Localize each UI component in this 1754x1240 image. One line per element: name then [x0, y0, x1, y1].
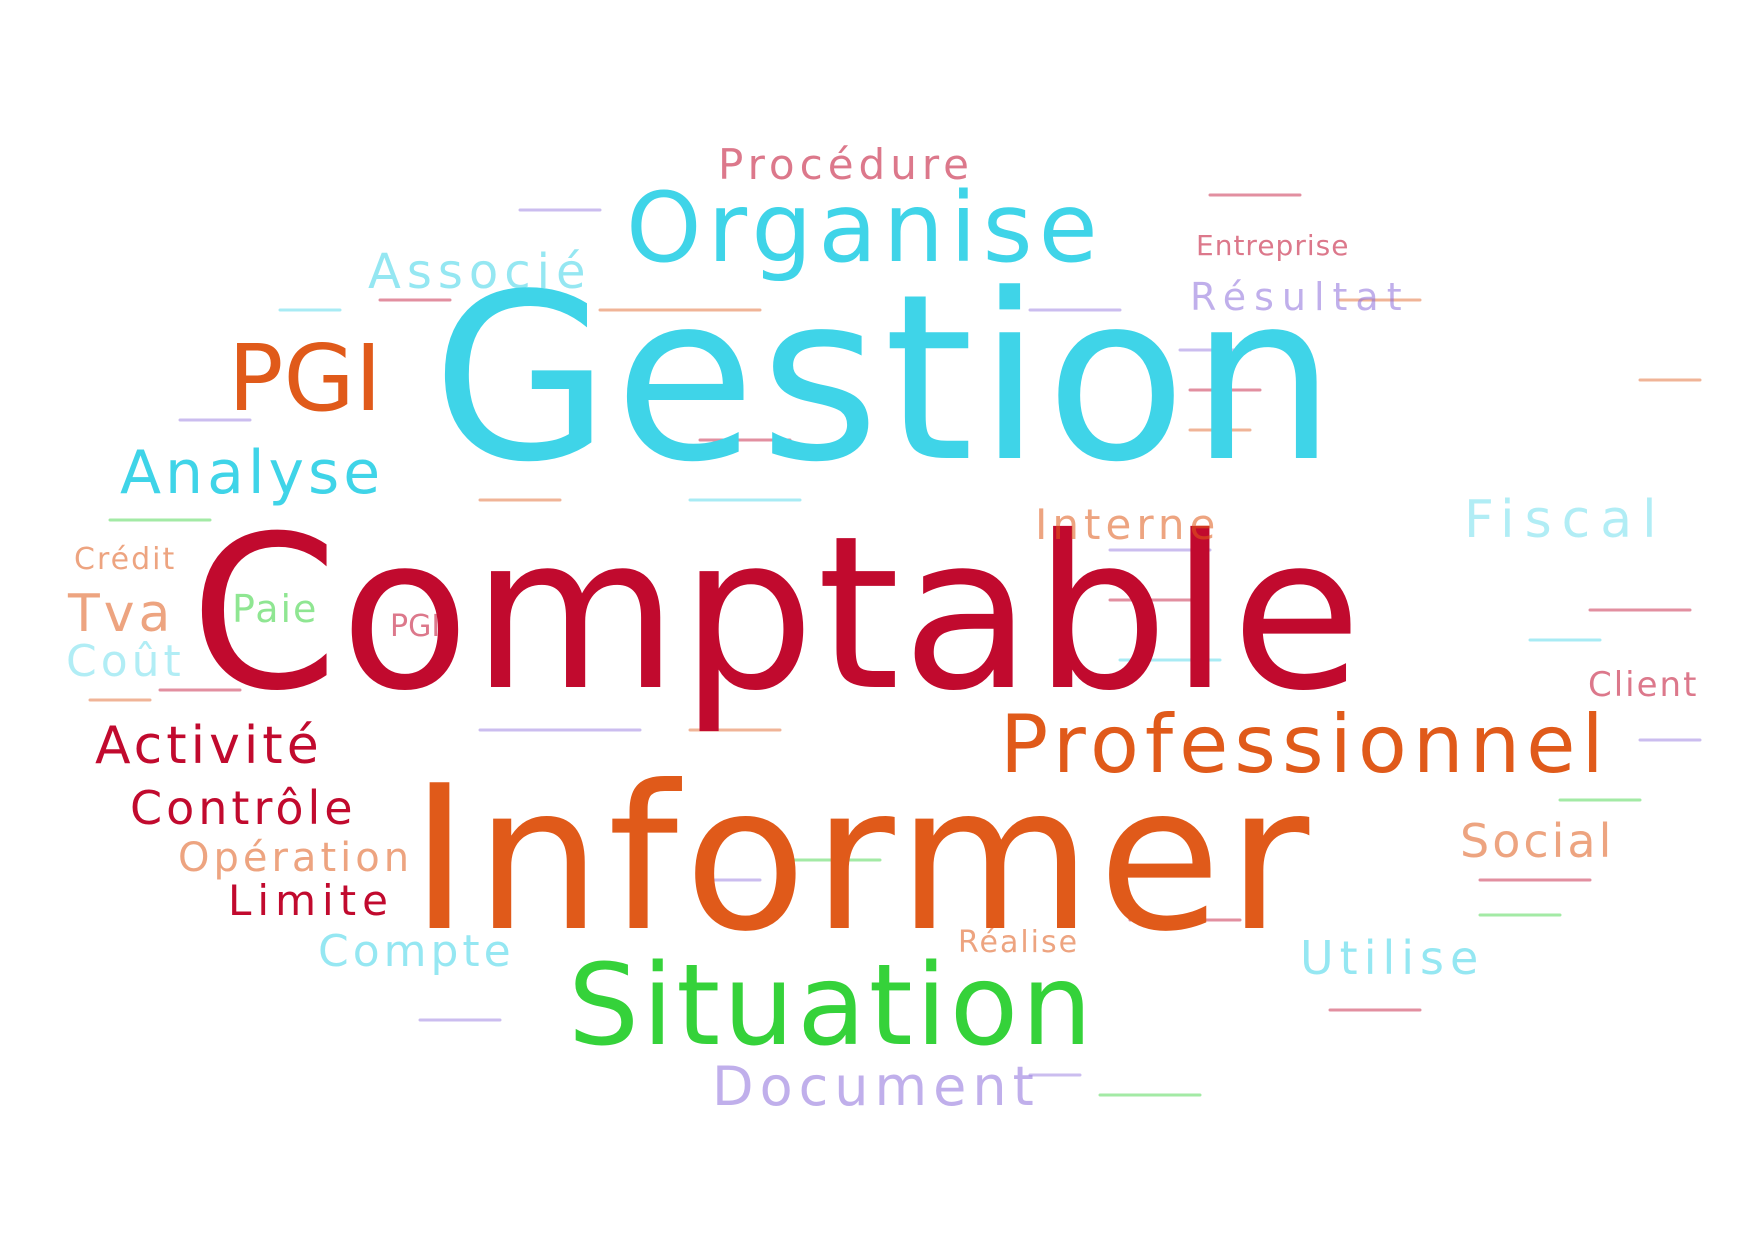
word-limite: Limite: [228, 876, 394, 925]
word-controle: Contrôle: [130, 781, 357, 835]
word-analyse: Analyse: [120, 438, 385, 508]
word-comptable: Comptable: [190, 490, 1364, 737]
word-procedure: Procédure: [718, 140, 975, 189]
word-document: Document: [712, 1055, 1040, 1118]
word-utilise: Utilise: [1300, 931, 1485, 985]
word-resultat: Résultat: [1190, 275, 1410, 319]
word-professionnel: Professionnel: [1000, 698, 1610, 791]
word-activite: Activité: [95, 716, 323, 776]
word-interne: Interne: [1035, 500, 1221, 549]
word-credit: Crédit: [74, 542, 177, 577]
word-organise: Organise: [626, 172, 1104, 284]
word-informer: Informer: [410, 743, 1316, 976]
word-social: Social: [1460, 814, 1615, 868]
word-cout: Coût: [66, 636, 185, 687]
word-pgi-large: PGI: [228, 325, 382, 432]
word-pgi-small: PGI: [390, 609, 441, 644]
word-realise: Réalise: [958, 925, 1080, 960]
word-compte: Compte: [318, 926, 515, 977]
word-entreprise: Entreprise: [1196, 229, 1350, 262]
word-client: Client: [1588, 665, 1699, 705]
word-fiscal: Fiscal: [1464, 490, 1667, 550]
word-tva: Tva: [68, 584, 175, 644]
word-associe: Associé: [368, 244, 592, 300]
word-paie: Paie: [232, 587, 319, 631]
word-gestion: Gestion: [432, 246, 1341, 513]
word-situation: Situation: [568, 941, 1096, 1071]
word-operation: Opération: [178, 835, 414, 881]
